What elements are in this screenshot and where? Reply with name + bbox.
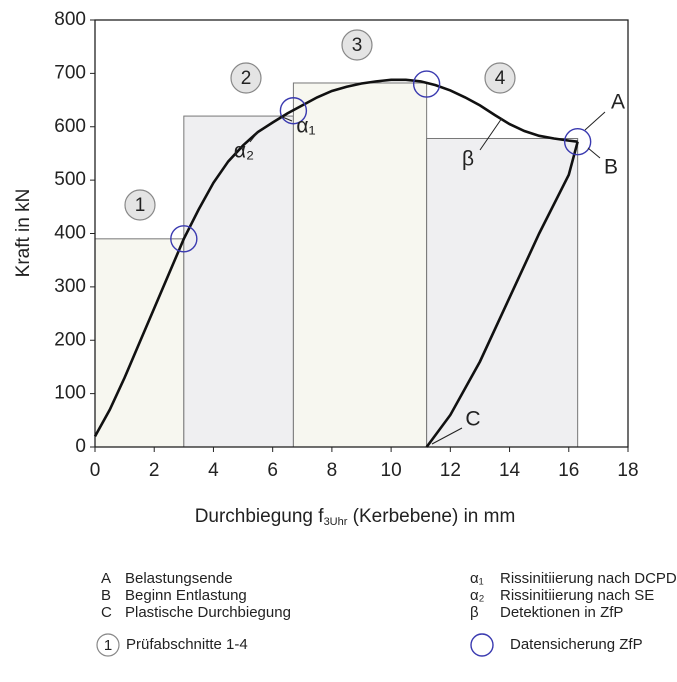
legend-key: A bbox=[101, 570, 111, 587]
legend-text: Detektionen in ZfP bbox=[500, 604, 623, 621]
section-label: 1 bbox=[135, 195, 146, 216]
legend-key: β bbox=[470, 604, 479, 621]
y-tick-label: 800 bbox=[54, 9, 86, 30]
x-tick-label: 2 bbox=[149, 460, 160, 481]
x-axis-label: Durchbiegung f3Uhr (Kerbebene) in mm bbox=[195, 506, 516, 528]
x-tick-label: 12 bbox=[440, 460, 461, 481]
annotation: β bbox=[462, 148, 474, 171]
legend-text: Rissinitiierung nach DCPD bbox=[500, 570, 677, 587]
curve bbox=[425, 141, 579, 448]
annotation-arrow bbox=[431, 427, 463, 445]
x-tick-label: 10 bbox=[381, 460, 402, 481]
section bbox=[292, 82, 428, 448]
section-badge bbox=[230, 62, 262, 94]
annotation-arrow bbox=[249, 131, 259, 143]
legend-section-symbol: 1 bbox=[104, 637, 112, 654]
section-label: 4 bbox=[495, 68, 506, 89]
y-tick-label: 600 bbox=[54, 116, 86, 137]
save-marker bbox=[563, 127, 592, 156]
annotation-arrow bbox=[587, 147, 601, 159]
y-tick-label: 100 bbox=[54, 383, 86, 404]
annotation: C bbox=[465, 408, 480, 431]
x-tick-label: 14 bbox=[499, 460, 521, 481]
annotation-arrow bbox=[479, 117, 503, 151]
save-marker bbox=[279, 97, 308, 125]
section bbox=[183, 115, 294, 448]
section-badge bbox=[341, 29, 373, 61]
section-badge bbox=[124, 189, 156, 221]
x-tick-label: 8 bbox=[327, 460, 338, 481]
annotation: B bbox=[604, 156, 618, 179]
legend-section-badge bbox=[96, 633, 120, 657]
legend-save-marker bbox=[470, 633, 494, 657]
x-tick-label: 4 bbox=[208, 460, 219, 481]
annotation: A bbox=[611, 91, 625, 114]
legend-text: Datensicherung ZfP bbox=[510, 636, 643, 653]
legend-text: Rissinitiierung nach SE bbox=[500, 587, 654, 604]
y-tick-label: 300 bbox=[54, 276, 86, 297]
y-axis-label: Kraft in kN bbox=[13, 189, 34, 278]
legend-key: α₂ bbox=[470, 587, 485, 604]
save-marker bbox=[412, 70, 441, 98]
y-tick-label: 700 bbox=[54, 62, 86, 83]
x-tick-label: 0 bbox=[90, 460, 101, 481]
curve bbox=[93, 78, 578, 437]
section-label: 3 bbox=[352, 35, 363, 56]
y-tick-label: 0 bbox=[75, 436, 86, 457]
x-tick-label: 6 bbox=[267, 460, 278, 481]
annotation-arrow bbox=[584, 111, 606, 131]
save-marker bbox=[170, 225, 198, 253]
annotation: α₂ bbox=[234, 140, 254, 163]
annotation-arrow bbox=[279, 115, 293, 122]
legend-key: α₁ bbox=[470, 570, 484, 587]
x-tick-label: 16 bbox=[558, 460, 579, 481]
section bbox=[426, 137, 579, 448]
legend-text: Belastungsende bbox=[125, 570, 233, 587]
y-tick-label: 200 bbox=[54, 329, 86, 350]
annotation: α₁ bbox=[296, 115, 315, 138]
x-tick-label: 18 bbox=[617, 460, 638, 481]
legend-text: Plastische Durchbiegung bbox=[125, 604, 291, 621]
section-badge bbox=[484, 62, 516, 94]
legend-text: Beginn Entlastung bbox=[125, 587, 247, 604]
y-tick-label: 400 bbox=[54, 223, 86, 244]
section-label: 2 bbox=[241, 68, 252, 89]
legend-key: B bbox=[101, 587, 111, 604]
legend-text: Prüfabschnitte 1-4 bbox=[126, 636, 248, 653]
legend-key: C bbox=[101, 604, 112, 621]
y-tick-label: 500 bbox=[54, 169, 86, 190]
